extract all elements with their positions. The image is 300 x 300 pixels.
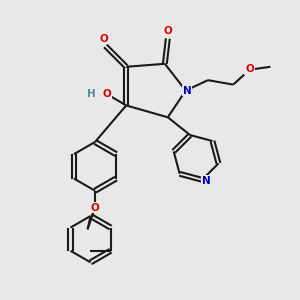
Text: N: N bbox=[183, 85, 191, 96]
Text: O: O bbox=[164, 26, 172, 36]
Text: H: H bbox=[87, 88, 95, 98]
Text: O: O bbox=[245, 64, 254, 74]
Text: O: O bbox=[91, 203, 99, 213]
Text: O: O bbox=[100, 34, 108, 44]
Text: N: N bbox=[202, 176, 211, 186]
Text: O: O bbox=[103, 89, 111, 99]
